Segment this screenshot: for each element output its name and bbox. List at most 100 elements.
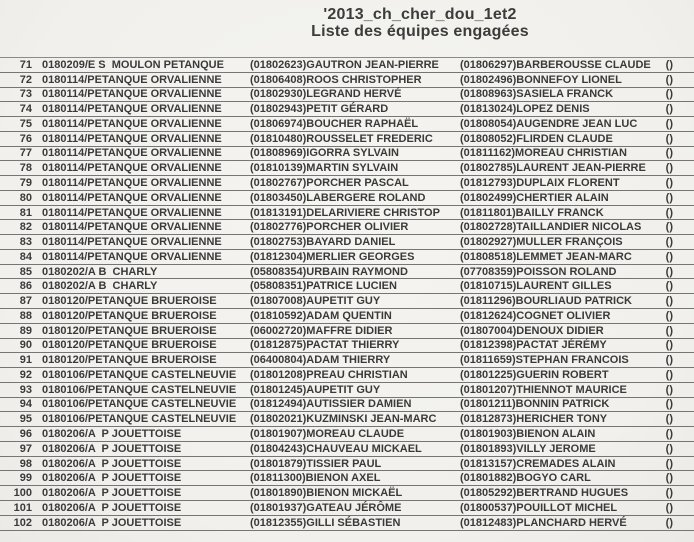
player1-cell: (01808969)IGORRA SYLVAIN [250, 147, 399, 160]
empty-parens: () [665, 162, 673, 175]
row-number: 74 [19, 103, 32, 116]
table-row: 86 0180202/A B CHARLY (05808351)PATRICE … [0, 279, 694, 295]
empty-parens: () [665, 398, 673, 411]
row-number: 78 [19, 162, 32, 175]
empty-parens: () [665, 236, 673, 249]
player1-cell: (06002720)MAFFRE DIDIER [250, 324, 393, 337]
club-cell: 0180114/PETANQUE ORVALIENNE [42, 177, 222, 189]
player2-cell: (01805292)BERTRAND HUGUES [460, 487, 629, 500]
table-row: 83 0180114/PETANQUE ORVALIENNE (01802753… [0, 235, 694, 250]
table-row: 84 0180114/PETANQUE ORVALIENNE (01812304… [0, 250, 694, 265]
team-table: 71 0180209/E S MOULON PETANQUE (01802623… [0, 57, 694, 531]
table-row: 75 0180114/PETANQUE ORVALIENNE (01806974… [0, 117, 694, 132]
player1-cell: (01803450)LABERGERE ROLAND [250, 191, 426, 204]
row-number: 77 [19, 147, 32, 160]
player1-cell: (01802943)PETIT GÉRARD [250, 103, 389, 116]
player2-cell: (01801225)GUERIN ROBERT [460, 368, 609, 381]
club-cell: 0180114/PETANQUE ORVALIENNE [42, 88, 222, 101]
club-cell: 0180114/PETANQUE ORVALIENNE [42, 103, 222, 116]
player1-cell: (01802767)PORCHER PASCAL [250, 177, 409, 189]
club-cell: 0180106/PETANQUE CASTELNEUVIE [42, 368, 237, 381]
empty-parens: () [665, 88, 673, 101]
empty-parens: () [665, 73, 673, 86]
row-number: 99 [19, 472, 32, 485]
player1-cell: (01813191)DELARIVIERE CHRISTOP [250, 206, 440, 219]
table-row: 91 0180120/PETANQUE BRUEROISE (06400804)… [0, 353, 694, 369]
player1-cell: (01801208)PREAU CHRISTIAN [250, 368, 408, 381]
empty-parens: () [665, 117, 673, 130]
player2-cell: (01808052)FLIRDEN CLAUDE [460, 132, 613, 145]
player1-cell: (01804243)CHAUVEAU MICKAEL [250, 442, 422, 455]
row-number: 96 [19, 428, 32, 441]
empty-parens: () [665, 368, 673, 381]
player1-cell: (01806974)BOUCHER RAPHAËL [250, 117, 419, 130]
empty-parens: () [665, 191, 673, 204]
player2-cell: (01812398)PACTAT JÉRÉMY [460, 339, 607, 352]
player2-cell: (01811162)MOREAU CHRISTIAN [460, 147, 627, 160]
row-number: 72 [19, 73, 32, 86]
player2-cell: (01811296)BOURLIAUD PATRICK [460, 295, 632, 308]
empty-parens: () [665, 103, 673, 116]
player2-cell: (01811801)BAILLY FRANCK [460, 206, 604, 219]
club-cell: 0180114/PETANQUE ORVALIENNE [42, 206, 222, 219]
player2-cell: (01808054)AUGENDRE JEAN LUC [460, 117, 638, 130]
row-number: 84 [19, 250, 32, 263]
empty-parens: () [665, 383, 673, 396]
row-number: 94 [19, 398, 32, 411]
club-cell: 0180114/PETANQUE ORVALIENNE [42, 162, 222, 175]
row-number: 91 [19, 354, 32, 367]
empty-parens: () [665, 221, 673, 234]
table-row: 71 0180209/E S MOULON PETANQUE (01802623… [0, 58, 694, 73]
player2-cell: (01800537)POUILLOT MICHEL [460, 501, 618, 514]
table-row: 94 0180106/PETANQUE CASTELNEUVIE (018124… [0, 398, 694, 413]
row-number: 89 [19, 324, 32, 337]
player2-cell: (01813157)CREMADES ALAIN [460, 457, 616, 470]
club-cell: 0180206/A P JOUETTOISE [42, 457, 182, 470]
empty-parens: () [665, 265, 673, 278]
row-number: 87 [19, 295, 32, 308]
club-cell: 0180206/A P JOUETTOISE [42, 487, 182, 500]
player1-cell: (01801907)MOREAU CLAUDE [250, 428, 405, 441]
player2-cell: (01810715)LAURENT GILLES [460, 280, 612, 293]
empty-parens: () [665, 354, 673, 367]
empty-parens: () [665, 457, 673, 470]
table-row: 72 0180114/PETANQUE ORVALIENNE (01806408… [0, 73, 694, 88]
empty-parens: () [665, 280, 673, 293]
table-row: 74 0180114/PETANQUE ORVALIENNE (01802943… [0, 102, 694, 118]
player1-cell: (01801890)BIENON MICKAËL [250, 487, 403, 500]
empty-parens: () [665, 516, 673, 529]
club-cell: 0180106/PETANQUE CASTELNEUVIE [42, 383, 237, 396]
club-cell: 0180202/A B CHARLY [42, 280, 158, 293]
player1-cell: (01812304)MERLIER GEORGES [250, 250, 415, 263]
club-cell: 0180120/PETANQUE BRUEROISE [42, 295, 217, 308]
table-row: 77 0180114/PETANQUE ORVALIENNE (01808969… [0, 147, 694, 162]
player1-cell: (01802753)BAYARD DANIEL [250, 236, 396, 249]
player2-cell: (01801893)VILLY JEROME [460, 442, 596, 455]
table-row: 80 0180114/PETANQUE ORVALIENNE (01803450… [0, 191, 694, 206]
club-cell: 0180114/PETANQUE ORVALIENNE [42, 221, 222, 234]
table-row: 93 0180106/PETANQUE CASTELNEUVIE (018012… [0, 383, 694, 398]
table-row: 89 0180120/PETANQUE BRUEROISE (06002720)… [0, 324, 694, 339]
player1-cell: (01807008)AUPETIT GUY [250, 295, 381, 308]
row-number: 100 [13, 487, 32, 500]
empty-parens: () [665, 501, 673, 514]
table-row: 97 0180206/A P JOUETTOISE (01804243)CHAU… [0, 442, 694, 457]
club-cell: 0180120/PETANQUE BRUEROISE [42, 309, 217, 322]
club-cell: 0180206/A P JOUETTOISE [42, 442, 182, 455]
club-cell: 0180114/PETANQUE ORVALIENNE [42, 236, 222, 249]
table-row: 100 0180206/A P JOUETTOISE (01801890)BIE… [0, 486, 694, 501]
row-number: 86 [19, 280, 32, 293]
empty-parens: () [665, 324, 673, 337]
row-number: 71 [19, 58, 32, 71]
player1-cell: (05808354)URBAIN RAYMOND [250, 265, 408, 278]
club-cell: 0180114/PETANQUE ORVALIENNE [42, 117, 222, 130]
player1-cell: (01802776)PORCHER OLIVIER [250, 221, 409, 234]
player2-cell: (01811659)STEPHAN FRANCOIS [460, 354, 629, 367]
empty-parens: () [665, 413, 673, 426]
player1-cell: (01806408)ROOS CHRISTOPHER [250, 73, 422, 86]
row-number: 90 [19, 339, 32, 352]
empty-parens: () [665, 339, 673, 352]
empty-parens: () [665, 487, 673, 500]
player2-cell: (01801211)BONNIN PATRICK [460, 398, 610, 411]
